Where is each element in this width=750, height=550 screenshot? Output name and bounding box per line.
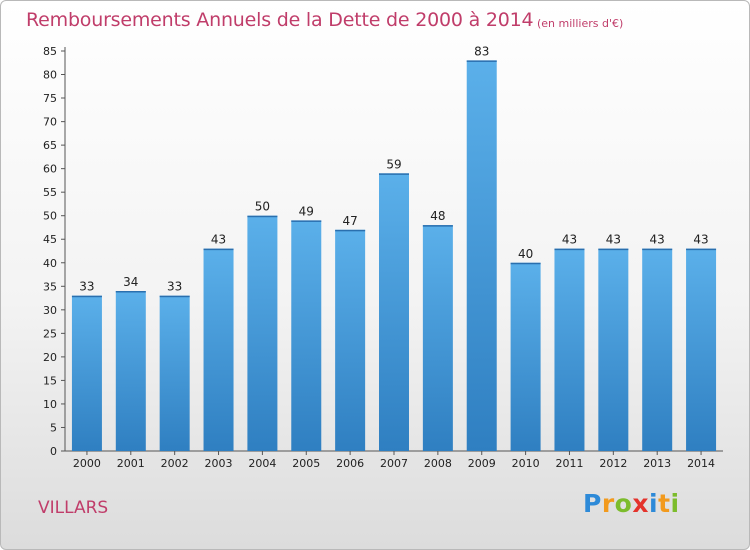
place-name: VILLARS	[38, 498, 109, 518]
bar-2009	[466, 60, 497, 451]
logo-letter: P	[583, 489, 602, 518]
y-tick-label: 70	[43, 116, 57, 129]
bar-2013	[642, 248, 673, 451]
bar-top-edge	[247, 215, 278, 218]
bar-2012	[598, 248, 629, 451]
value-label-2005: 49	[299, 204, 314, 218]
bar-top-edge	[642, 248, 673, 251]
y-tick-label: 85	[43, 45, 57, 58]
value-label-2012: 43	[606, 233, 621, 247]
value-label-2011: 43	[562, 233, 577, 247]
bar-top-edge	[203, 248, 234, 251]
y-tick-label: 30	[43, 304, 57, 317]
x-tick-label-2013: 2013	[643, 457, 671, 470]
y-tick-label: 15	[43, 374, 57, 387]
value-label-2013: 43	[650, 233, 665, 247]
value-label-2008: 48	[430, 209, 445, 223]
bar-2010	[510, 262, 541, 451]
value-label-2004: 50	[255, 200, 270, 214]
bar-top-edge	[379, 173, 409, 175]
x-tick-label-2014: 2014	[687, 457, 715, 470]
x-axis: 2000 2001 2002 2003 2004 2005 2006 2007 2008 2009…	[65, 450, 723, 470]
bar-top-edge	[115, 291, 146, 293]
y-tick-label: 65	[43, 139, 57, 152]
x-tick-label-2012: 2012	[599, 457, 627, 470]
y-tick-label: 40	[43, 257, 57, 270]
y-tick-label: 35	[43, 280, 57, 293]
y-tick-label: 5	[50, 421, 57, 434]
bar-2014	[686, 248, 717, 451]
y-tick-label: 50	[43, 210, 57, 223]
logo-letter: i	[670, 489, 680, 518]
x-tick-label-2001: 2001	[117, 457, 145, 470]
bars	[71, 60, 717, 451]
bar-2005	[291, 220, 322, 451]
value-label-2006: 47	[342, 214, 357, 228]
x-tick-label-2000: 2000	[73, 457, 101, 470]
logo-letter: o	[614, 489, 633, 518]
bar-2004	[247, 215, 278, 451]
chart-title: Remboursements Annuels de la Dette de 20…	[26, 9, 534, 31]
y-tick-label: 20	[43, 351, 57, 364]
logo-letter: x	[632, 489, 649, 518]
bar-top-edge	[291, 220, 322, 222]
y-tick-label: 10	[43, 398, 57, 411]
x-tick-label-2008: 2008	[424, 457, 452, 470]
y-axis: 0 5 10 15 20 25 30 35 40 45 50 55 60 65 70 75 80 85	[43, 45, 66, 458]
bar-2007	[379, 173, 409, 451]
bar-2003	[203, 248, 234, 451]
data-labels: 33 34 33 43 50 49 47 59 48 83 40 43 43 43 43	[79, 44, 708, 293]
bar-top-edge	[335, 229, 366, 232]
logo-letter: t	[658, 489, 671, 518]
y-tick-label: 45	[43, 233, 57, 246]
x-tick-label-2007: 2007	[380, 457, 408, 470]
value-label-2002: 33	[167, 280, 182, 294]
bar-2002	[159, 295, 190, 451]
x-tick-label-2002: 2002	[161, 457, 189, 470]
value-label-2010: 40	[518, 247, 533, 261]
bar-top-edge	[554, 248, 585, 251]
logo-letter: i	[649, 489, 659, 518]
proxiti-logo[interactable]: Proxiti	[583, 489, 680, 518]
x-tick-label-2006: 2006	[336, 457, 364, 470]
chart-subtitle: (en milliers d'€)	[537, 17, 624, 30]
bar-top-edge	[159, 295, 190, 298]
x-tick-label-2003: 2003	[205, 457, 233, 470]
y-tick-label: 55	[43, 186, 57, 199]
bar-2011	[554, 248, 585, 451]
bar-top-edge	[598, 248, 629, 251]
value-label-2003: 43	[211, 233, 226, 247]
y-tick-label: 75	[43, 92, 57, 105]
logo-letter: r	[601, 489, 615, 518]
bar-2006	[335, 229, 366, 451]
y-tick-label: 80	[43, 69, 57, 82]
y-tick-label: 25	[43, 327, 57, 340]
bar-top-edge	[71, 295, 102, 298]
x-tick-label-2010: 2010	[512, 457, 540, 470]
y-tick-label: 0	[50, 445, 57, 458]
bar-top-edge	[510, 262, 541, 265]
bar-2001	[115, 291, 146, 451]
y-tick-label: 60	[43, 163, 57, 176]
value-label-2001: 34	[123, 275, 138, 289]
x-tick-label-2009: 2009	[468, 457, 496, 470]
bar-top-edge	[686, 248, 717, 251]
x-tick-label-2004: 2004	[248, 457, 276, 470]
bar-2000	[71, 295, 102, 451]
bar-2008	[422, 225, 453, 451]
bar-top-edge	[422, 225, 453, 227]
x-tick-label-2005: 2005	[292, 457, 320, 470]
value-label-2007: 59	[386, 157, 401, 171]
x-tick-label-2011: 2011	[555, 457, 583, 470]
value-label-2009: 83	[474, 44, 489, 58]
value-label-2014: 43	[693, 233, 708, 247]
value-label-2000: 33	[79, 280, 94, 294]
bar-top-edge	[466, 60, 497, 62]
